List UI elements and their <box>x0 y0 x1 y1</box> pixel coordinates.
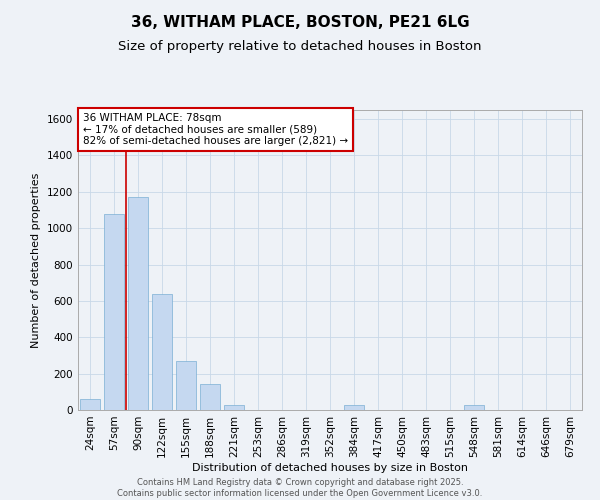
Bar <box>152 294 172 410</box>
Text: 36 WITHAM PLACE: 78sqm
← 17% of detached houses are smaller (589)
82% of semi-de: 36 WITHAM PLACE: 78sqm ← 17% of detached… <box>83 113 348 146</box>
Bar <box>344 404 364 410</box>
Bar <box>224 404 244 410</box>
Bar <box>104 214 124 410</box>
Bar <box>176 361 196 410</box>
Text: 36, WITHAM PLACE, BOSTON, PE21 6LG: 36, WITHAM PLACE, BOSTON, PE21 6LG <box>131 15 469 30</box>
Bar <box>464 404 484 410</box>
Bar <box>200 384 220 410</box>
Text: Size of property relative to detached houses in Boston: Size of property relative to detached ho… <box>118 40 482 53</box>
X-axis label: Distribution of detached houses by size in Boston: Distribution of detached houses by size … <box>192 462 468 472</box>
Bar <box>80 399 100 410</box>
Text: Contains HM Land Registry data © Crown copyright and database right 2025.
Contai: Contains HM Land Registry data © Crown c… <box>118 478 482 498</box>
Y-axis label: Number of detached properties: Number of detached properties <box>31 172 41 348</box>
Bar <box>128 198 148 410</box>
